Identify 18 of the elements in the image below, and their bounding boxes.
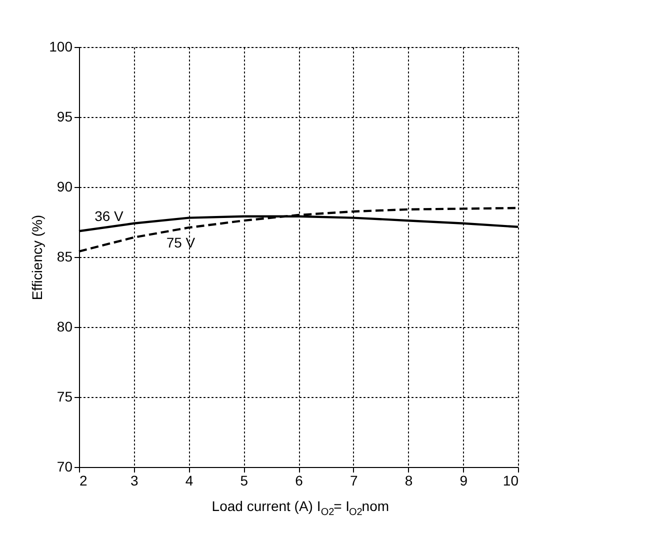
series-label: 36 V bbox=[94, 208, 124, 224]
x-tick-label: 9 bbox=[460, 472, 468, 488]
x-tick-label: 4 bbox=[185, 472, 194, 488]
y-tick-label: 90 bbox=[56, 178, 73, 194]
x-tick-label: 8 bbox=[404, 472, 413, 488]
y-tick-label: 100 bbox=[49, 38, 73, 54]
y-axis-title: Efficiency (%) bbox=[29, 214, 46, 300]
x-tick-label: 2 bbox=[80, 472, 88, 488]
y-tick-label: 80 bbox=[56, 318, 73, 334]
x-tick-label: 5 bbox=[240, 472, 248, 488]
x-tick-label: 3 bbox=[130, 472, 138, 488]
x-tick-label: 6 bbox=[295, 472, 304, 488]
x-tick-label: 10 bbox=[502, 472, 519, 488]
y-tick-label: 95 bbox=[56, 108, 73, 124]
y-tick-label: 75 bbox=[56, 388, 73, 404]
y-tick-label: 85 bbox=[56, 248, 73, 264]
y-tick-label: 70 bbox=[56, 458, 73, 474]
x-tick-label: 7 bbox=[350, 472, 358, 488]
